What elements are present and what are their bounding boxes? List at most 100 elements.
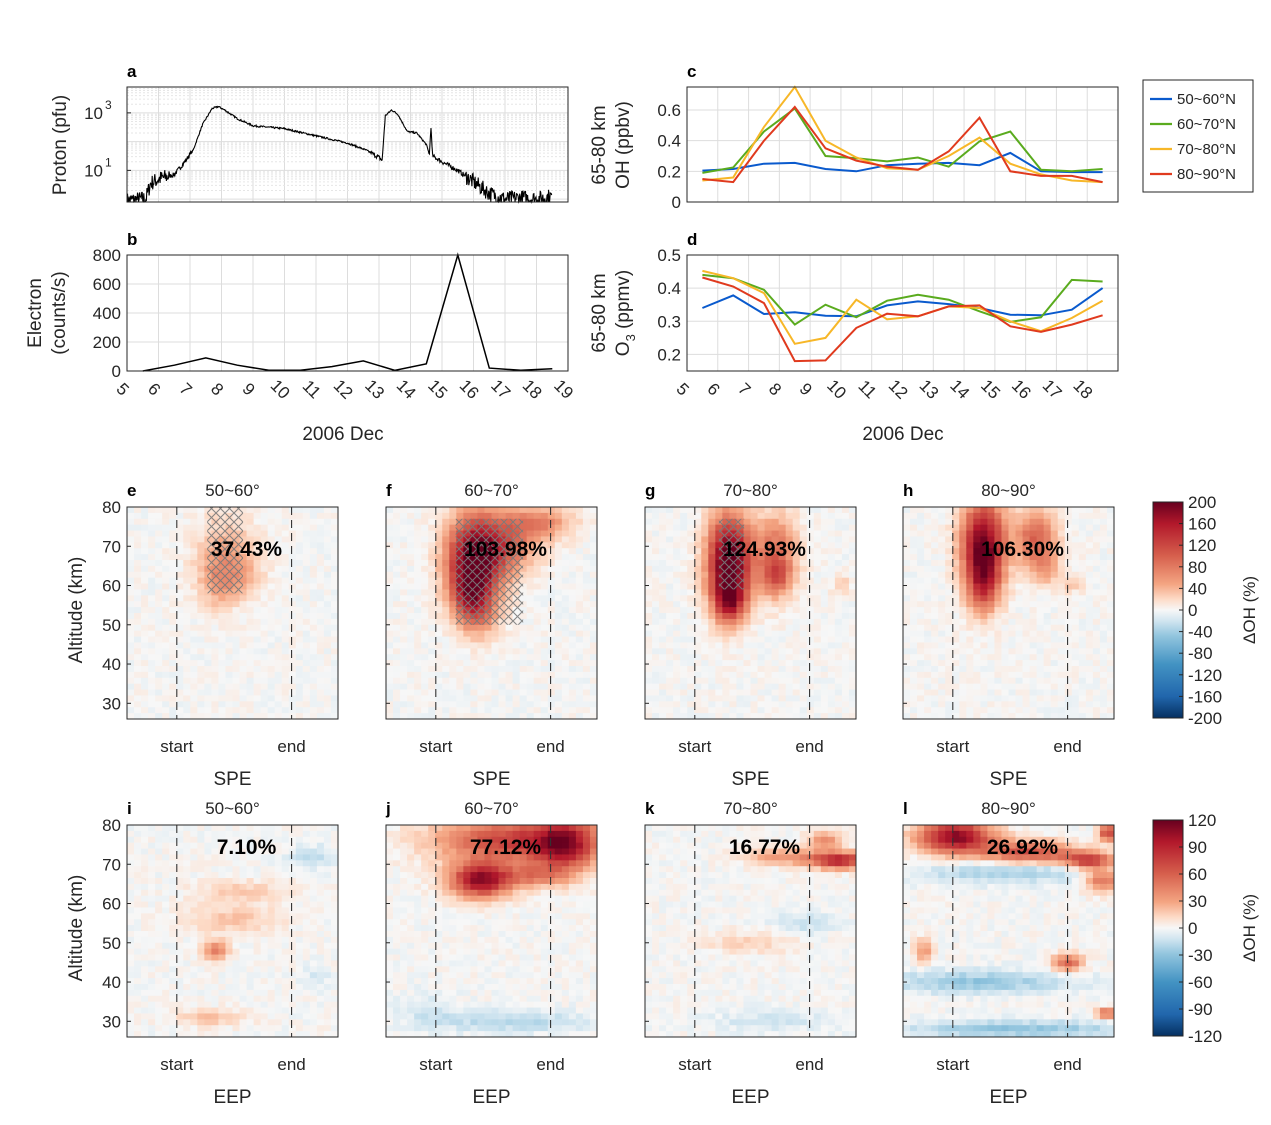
heatmap-cell xyxy=(141,601,149,608)
heatmap-cell xyxy=(554,542,563,549)
heatmap-cell xyxy=(589,618,598,626)
heatmap-cell xyxy=(414,548,422,555)
heatmap-cell xyxy=(400,577,408,584)
heatmap-cell xyxy=(393,530,401,537)
heatmap-cell xyxy=(708,695,716,702)
heatmap-cell xyxy=(652,507,660,514)
heatmap-cell xyxy=(169,554,177,561)
heatmap-cell xyxy=(827,660,836,667)
panel-a-ytick-label: 10 xyxy=(84,104,103,123)
heatmap-cell xyxy=(491,689,499,696)
heatmap-cell xyxy=(386,713,394,720)
heatmap-cell xyxy=(694,595,702,602)
heatmap-cell xyxy=(910,648,918,655)
heatmap-cell xyxy=(673,689,681,696)
heatmap-cell xyxy=(980,683,988,690)
heatmap-cell xyxy=(785,548,794,555)
heatmap-cell xyxy=(561,583,570,590)
heatmap-cell xyxy=(903,707,911,714)
heatmap-cell xyxy=(323,666,332,673)
heatmap-cell xyxy=(456,636,464,643)
heatmap-cell xyxy=(435,695,443,702)
heatmap-cell xyxy=(400,636,408,643)
heatmap-cell xyxy=(575,577,584,584)
heatmap-cell xyxy=(959,613,967,620)
heatmap-cell xyxy=(708,577,716,584)
heatmap-cell xyxy=(987,713,995,720)
heatmap-cell xyxy=(813,660,822,667)
heatmap-cell xyxy=(547,524,556,531)
heatmap-cell xyxy=(1106,677,1115,685)
heatmap-cell xyxy=(736,624,744,632)
heatmap-cell xyxy=(987,560,995,567)
heatmap-cell xyxy=(680,607,688,614)
heatmap-cell xyxy=(246,518,254,526)
heatmap-cell xyxy=(449,518,457,526)
heatmap-cell xyxy=(1036,536,1045,543)
heatmap-cell xyxy=(155,966,163,973)
heatmap-cell xyxy=(1008,636,1016,643)
heatmap-cell xyxy=(1050,683,1059,690)
heatmap-cell xyxy=(232,689,240,696)
heatmap-cell xyxy=(750,660,758,667)
heatmap-cell xyxy=(267,660,276,667)
heatmap-cell xyxy=(323,512,332,520)
heatmap-cell xyxy=(190,554,198,561)
heatmap-cell xyxy=(924,642,932,649)
heatmap-cell xyxy=(400,518,408,526)
heatmap-cell xyxy=(288,565,297,573)
heatmap-cell xyxy=(589,701,598,708)
heatmap-cell xyxy=(148,548,156,555)
heatmap-cell xyxy=(127,530,135,537)
heatmap-cell xyxy=(750,607,758,614)
heatmap-cell xyxy=(757,666,765,673)
heatmap-cell xyxy=(1071,542,1080,549)
heatmap-cell xyxy=(176,966,184,973)
heatmap-cell xyxy=(924,613,932,620)
heatmap-ytick-label: 60 xyxy=(102,577,121,596)
heatmap-cell xyxy=(778,607,787,614)
heatmap-cell xyxy=(966,589,974,596)
heatmap-cell xyxy=(162,613,170,620)
heatmap-cell xyxy=(917,677,925,685)
heatmap-cell xyxy=(435,560,443,567)
heatmap-cell xyxy=(722,507,730,514)
heatmap-cell xyxy=(323,542,332,549)
heatmap-cell xyxy=(645,689,653,696)
heatmap-cell xyxy=(547,512,556,520)
heatmap-cell xyxy=(1092,642,1101,649)
heatmap-cell xyxy=(945,642,953,649)
heatmap-cell xyxy=(561,660,570,667)
heatmap-cell xyxy=(806,689,815,696)
heatmap-cell xyxy=(764,707,772,714)
heatmap-cell xyxy=(924,595,932,602)
heatmap-cell xyxy=(253,683,262,690)
heatmap-cell xyxy=(743,654,751,661)
heatmap-cell xyxy=(190,524,198,531)
heatmap-cell xyxy=(288,577,297,584)
heatmap-cell xyxy=(1064,701,1073,708)
heatmap-cell xyxy=(848,589,857,596)
heatmap-cell xyxy=(190,595,198,602)
heatmap-cell xyxy=(190,642,198,649)
heatmap-cell xyxy=(561,565,570,573)
heatmap-cell xyxy=(687,677,695,685)
heatmap-cell xyxy=(1008,565,1016,573)
heatmap-cell xyxy=(176,1013,184,1020)
heatmap-cell xyxy=(309,654,318,661)
heatmap-cell xyxy=(1106,507,1115,514)
heatmap-cell xyxy=(435,530,443,537)
heatmap-cell xyxy=(239,660,247,667)
heatmap-cell xyxy=(456,507,464,514)
heatmap-cell xyxy=(938,642,946,649)
heatmap-cell xyxy=(267,577,276,584)
heatmap-cell xyxy=(505,654,513,661)
heatmap-cell xyxy=(407,524,415,531)
heatmap-cell xyxy=(134,530,142,537)
heatmap-cell xyxy=(966,613,974,620)
heatmap-cell xyxy=(945,571,953,579)
heatmap-cell xyxy=(568,607,577,614)
panel-a-ytick-label: 10 xyxy=(84,161,103,180)
heatmap-cell xyxy=(176,524,184,531)
heatmap-cell xyxy=(1078,648,1087,655)
